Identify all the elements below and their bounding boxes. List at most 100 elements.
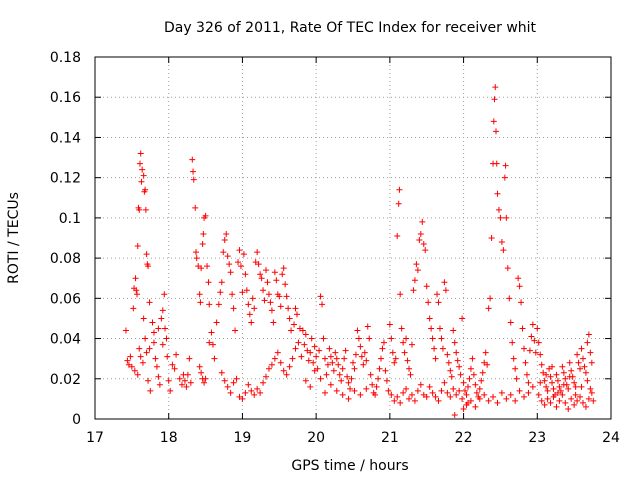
- data-point: [192, 249, 199, 256]
- data-point: [351, 365, 358, 372]
- data-point: [276, 293, 283, 300]
- data-point: [401, 349, 408, 356]
- data-point: [538, 397, 545, 404]
- data-point: [476, 395, 483, 402]
- data-point: [485, 397, 492, 404]
- data-point: [464, 383, 471, 390]
- data-point: [395, 200, 402, 207]
- data-point: [164, 353, 171, 360]
- data-point: [447, 367, 454, 374]
- data-point: [169, 361, 176, 368]
- data-point: [145, 377, 152, 384]
- data-point: [249, 295, 256, 302]
- data-point: [456, 387, 463, 394]
- data-point: [149, 319, 156, 326]
- data-point: [504, 265, 511, 272]
- data-point: [137, 150, 144, 157]
- data-point: [457, 371, 464, 378]
- data-point: [136, 160, 143, 167]
- data-point: [260, 379, 267, 386]
- data-point: [130, 305, 137, 312]
- data-point: [382, 367, 389, 374]
- data-point: [516, 387, 523, 394]
- data-point: [211, 355, 218, 362]
- data-point: [196, 363, 203, 370]
- data-point: [444, 351, 451, 358]
- data-point: [503, 214, 510, 221]
- data-point: [554, 389, 561, 396]
- data-point: [436, 325, 443, 332]
- data-point: [519, 325, 526, 332]
- data-point: [283, 371, 290, 378]
- data-point: [559, 363, 566, 370]
- data-point: [513, 375, 520, 382]
- data-point: [206, 301, 213, 308]
- data-point: [521, 393, 528, 400]
- data-point: [221, 377, 228, 384]
- data-point: [158, 315, 165, 322]
- data-point: [271, 269, 278, 276]
- x-tick-label: 24: [602, 430, 620, 446]
- data-point: [317, 293, 324, 300]
- data-point: [301, 341, 308, 348]
- data-point: [202, 375, 209, 382]
- data-point: [394, 232, 401, 239]
- data-point: [422, 247, 429, 254]
- data-point: [193, 255, 200, 262]
- data-point: [184, 371, 191, 378]
- data-point: [248, 319, 255, 326]
- data-point: [411, 277, 418, 284]
- data-point: [277, 359, 284, 366]
- data-point: [507, 391, 514, 398]
- data-point: [363, 357, 370, 364]
- y-tick-label: 0.16: [50, 90, 81, 106]
- data-point: [574, 397, 581, 404]
- data-point: [251, 305, 258, 312]
- data-point: [230, 305, 237, 312]
- data-point: [323, 371, 330, 378]
- data-point: [492, 84, 499, 91]
- data-point: [319, 301, 326, 308]
- data-point: [155, 373, 162, 380]
- data-point: [369, 381, 376, 388]
- data-point: [518, 299, 525, 306]
- data-point: [526, 347, 533, 354]
- data-point: [388, 335, 395, 342]
- x-tick-label: 22: [455, 430, 473, 446]
- data-point: [293, 311, 300, 318]
- data-point: [578, 345, 585, 352]
- y-tick-label: 0.18: [50, 50, 81, 66]
- data-point: [438, 387, 445, 394]
- data-point: [476, 385, 483, 392]
- data-point: [305, 357, 312, 364]
- data-point: [490, 393, 497, 400]
- data-point: [403, 335, 410, 342]
- data-point: [500, 247, 507, 254]
- data-point: [302, 377, 309, 384]
- data-point: [261, 297, 268, 304]
- data-point: [447, 393, 454, 400]
- data-point: [582, 403, 589, 410]
- data-point: [403, 385, 410, 392]
- data-point: [363, 385, 370, 392]
- data-point: [344, 373, 351, 380]
- data-point: [171, 365, 178, 372]
- data-point: [410, 287, 417, 294]
- data-point: [150, 339, 157, 346]
- data-point: [379, 345, 386, 352]
- data-point: [456, 363, 463, 370]
- data-point: [239, 395, 246, 402]
- data-point: [507, 319, 514, 326]
- data-point: [541, 377, 548, 384]
- data-point: [380, 339, 387, 346]
- data-point: [579, 355, 586, 362]
- data-point: [198, 369, 205, 376]
- data-point: [502, 162, 509, 169]
- data-point: [286, 363, 293, 370]
- data-point: [559, 391, 566, 398]
- data-point: [408, 341, 415, 348]
- data-point: [260, 287, 267, 294]
- data-point: [585, 331, 592, 338]
- data-point: [560, 369, 567, 376]
